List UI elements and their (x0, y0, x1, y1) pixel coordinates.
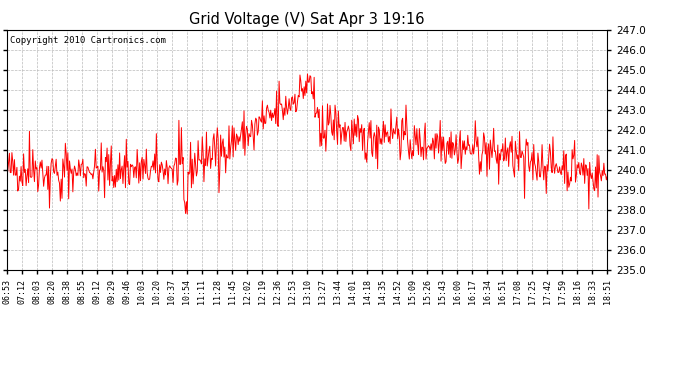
Title: Grid Voltage (V) Sat Apr 3 19:16: Grid Voltage (V) Sat Apr 3 19:16 (189, 12, 425, 27)
Text: Copyright 2010 Cartronics.com: Copyright 2010 Cartronics.com (10, 36, 166, 45)
